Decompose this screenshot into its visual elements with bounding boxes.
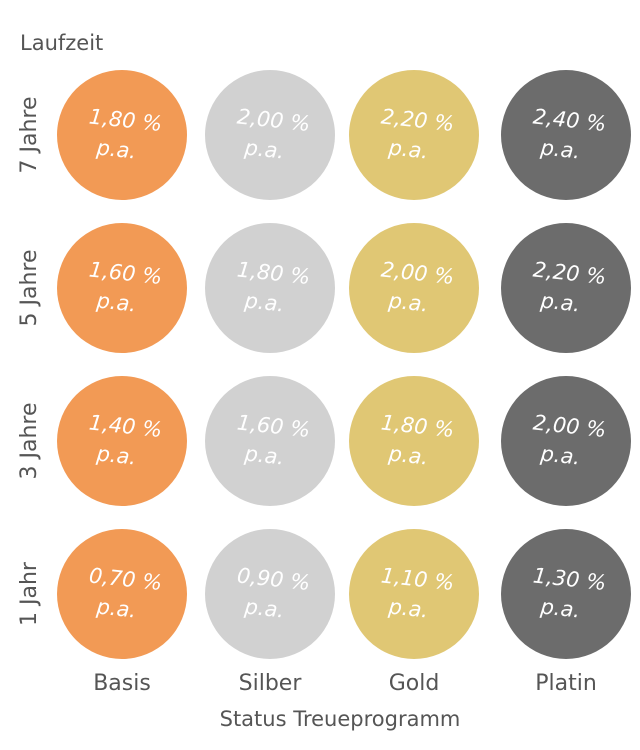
rate-bubble: 0,70 %p.a. — [57, 529, 187, 659]
rate-bubble: 2,20 %p.a. — [349, 70, 479, 200]
rate-value-label: 0,90 %p.a. — [233, 564, 312, 625]
bubble-circle — [57, 529, 187, 659]
column-label: Silber — [239, 671, 303, 696]
rate-bubble: 1,80 %p.a. — [57, 70, 187, 200]
row-label: 7 Jahre — [17, 97, 42, 174]
rate-bubble: 0,90 %p.a. — [205, 529, 335, 659]
bubble-circle — [205, 376, 335, 506]
bubble-circle — [57, 376, 187, 506]
rate-value-label: 2,00 %p.a. — [233, 105, 312, 166]
rate-bubble: 2,40 %p.a. — [501, 70, 631, 200]
column-label: Platin — [535, 671, 597, 696]
y-axis-title: Laufzeit — [20, 31, 103, 55]
row-label: 3 Jahre — [17, 403, 42, 480]
rate-bubble: 1,60 %p.a. — [57, 223, 187, 353]
bubble-circle — [57, 223, 187, 353]
bubble-circle — [501, 529, 631, 659]
rate-value-label: 1,40 %p.a. — [85, 411, 164, 472]
bubble-circle — [349, 70, 479, 200]
x-axis-title: Status Treueprogramm — [220, 707, 461, 731]
bubble-circle — [57, 70, 187, 200]
rate-bubble: 1,30 %p.a. — [501, 529, 631, 659]
column-labels: Basis Silber Gold Platin — [93, 671, 597, 696]
row-label: 5 Jahre — [17, 250, 42, 327]
rate-bubble: 1,10 %p.a. — [349, 529, 479, 659]
rate-bubbles: 1,80 %p.a.2,00 %p.a.2,20 %p.a.2,40 %p.a.… — [57, 70, 631, 659]
rate-bubble: 1,40 %p.a. — [57, 376, 187, 506]
column-label: Gold — [389, 671, 440, 696]
row-label: 1 Jahr — [17, 561, 42, 626]
bubble-circle — [205, 529, 335, 659]
rate-bubble: 2,20 %p.a. — [501, 223, 631, 353]
column-label: Basis — [93, 671, 151, 696]
rate-bubble: 1,80 %p.a. — [205, 223, 335, 353]
rate-bubble: 2,00 %p.a. — [205, 70, 335, 200]
bubble-circle — [349, 223, 479, 353]
rate-bubble: 2,00 %p.a. — [501, 376, 631, 506]
bubble-circle — [205, 70, 335, 200]
bubble-circle — [349, 376, 479, 506]
bubble-circle — [349, 529, 479, 659]
rate-bubble: 2,00 %p.a. — [349, 223, 479, 353]
bubble-circle — [501, 70, 631, 200]
rate-bubble: 1,60 %p.a. — [205, 376, 335, 506]
bubble-circle — [205, 223, 335, 353]
bubble-circle — [501, 223, 631, 353]
rate-value-label: 1,80 %p.a. — [377, 411, 456, 472]
bubble-circle — [501, 376, 631, 506]
row-labels: 7 Jahre 5 Jahre 3 Jahre 1 Jahr — [17, 97, 42, 626]
rate-bubble: 1,80 %p.a. — [349, 376, 479, 506]
